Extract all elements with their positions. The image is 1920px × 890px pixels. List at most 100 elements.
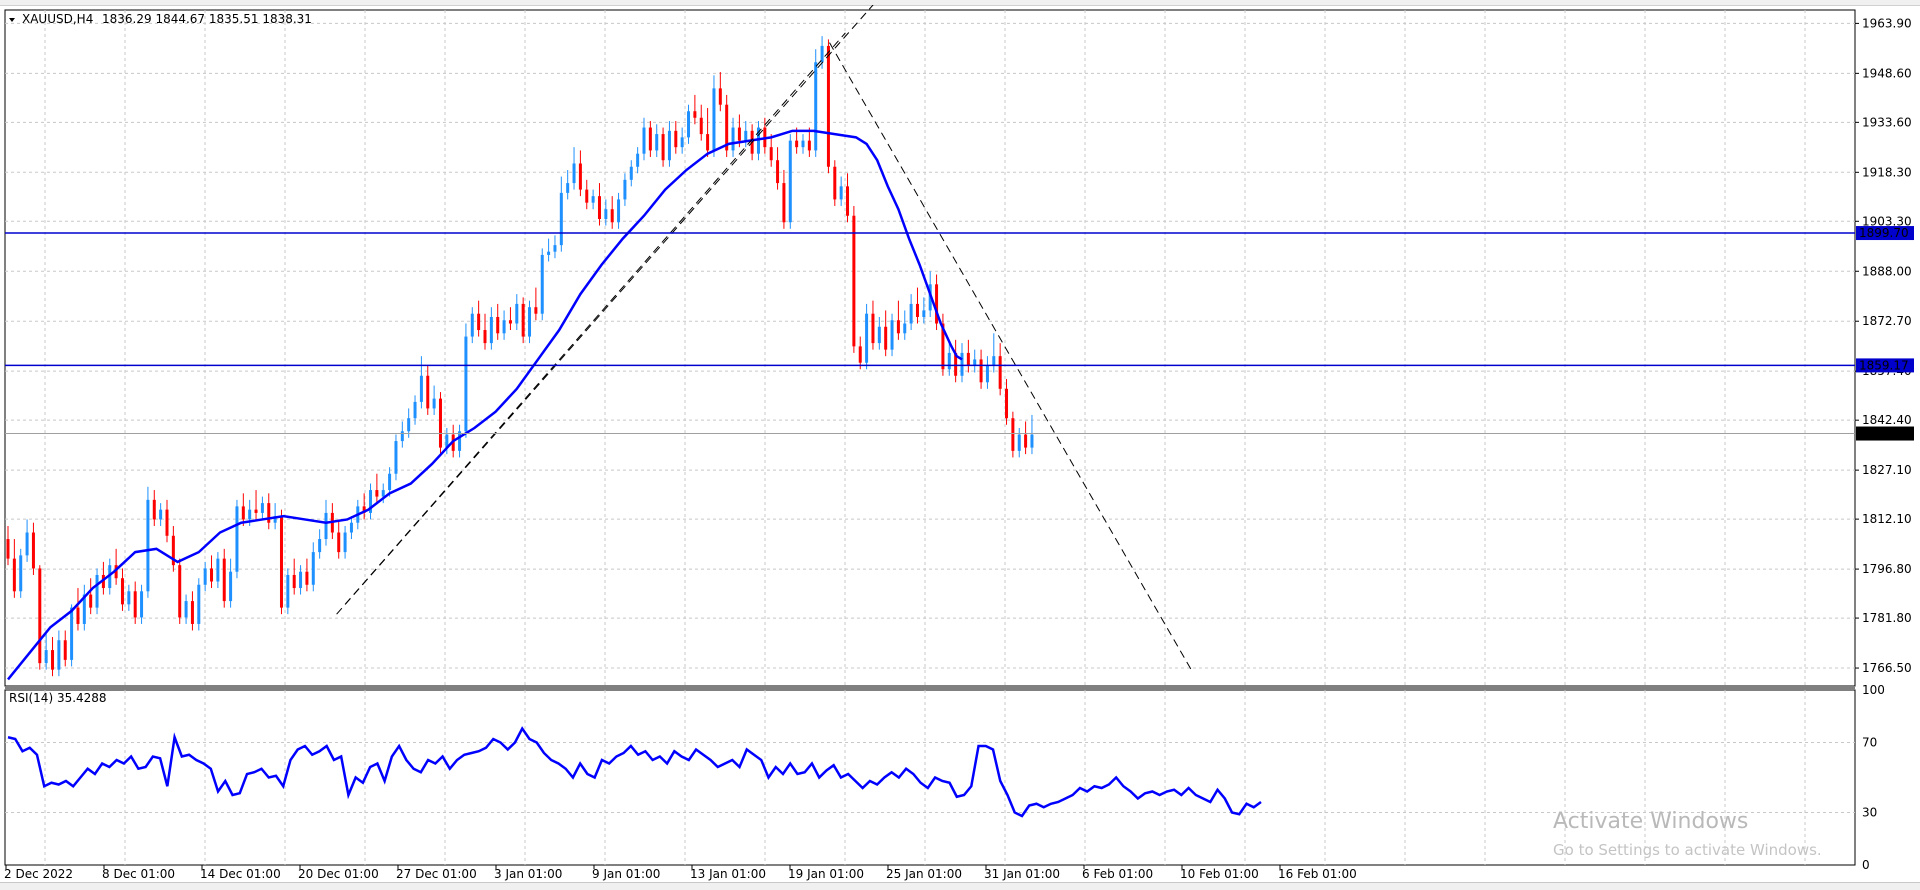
- candle-body: [299, 571, 303, 589]
- candle-body: [1005, 388, 1009, 419]
- candle-body: [489, 316, 493, 344]
- candle-body: [44, 650, 48, 664]
- price-chart[interactable]: 1963.90 1948.60 1933.60 1918.30 1903.30 1888.…: [0, 5, 1920, 882]
- candle-body: [203, 568, 207, 585]
- candle-body: [814, 62, 818, 151]
- candle-body: [782, 183, 786, 223]
- candle-body: [725, 104, 729, 151]
- candle-body: [559, 192, 563, 246]
- rsi-axis-label: 70: [1862, 736, 1877, 750]
- price-axis-label: 1963.90: [1862, 16, 1912, 30]
- candle-body: [438, 398, 442, 448]
- time-axis-label: 27 Dec 01:00: [396, 867, 477, 881]
- candle-body: [458, 431, 462, 451]
- chart-tabs-strip[interactable]: [0, 882, 1920, 890]
- candle-body: [502, 320, 506, 334]
- moving-average-line: [7, 129, 963, 681]
- candle-body: [349, 522, 353, 533]
- candle-body: [400, 431, 404, 442]
- candle-body: [706, 134, 710, 151]
- candle-body: [896, 320, 900, 334]
- price-axis-label: 1948.60: [1862, 66, 1912, 80]
- candle-body: [776, 160, 780, 184]
- candle-body: [801, 140, 805, 148]
- candle-body: [604, 209, 608, 220]
- candle-body: [534, 307, 538, 314]
- triangle-down-icon[interactable]: [9, 18, 15, 22]
- candle-body: [515, 303, 519, 324]
- level-price-tag: [1856, 358, 1914, 373]
- candle-body: [146, 499, 150, 592]
- candle-body: [1011, 418, 1015, 451]
- rsi-axis-label: 30: [1862, 806, 1877, 820]
- time-axis-label: 3 Jan 01:00: [494, 867, 562, 881]
- candle-body: [820, 45, 824, 63]
- candle-body: [140, 591, 144, 618]
- candle-body: [1024, 434, 1028, 448]
- candle-body: [57, 640, 61, 670]
- candle-body: [661, 134, 665, 161]
- candle-body: [114, 565, 118, 579]
- candle-body: [566, 183, 570, 193]
- price-axis-label: 1766.50: [1862, 661, 1912, 675]
- panel-separator[interactable]: [5, 686, 1855, 690]
- price-axis-label: 1918.30: [1862, 165, 1912, 179]
- candle-body: [547, 251, 551, 255]
- trendline[interactable]: [344, 32, 846, 605]
- candle-body: [133, 591, 137, 618]
- candle-body: [578, 163, 582, 190]
- rsi-axis-label: 0: [1862, 858, 1870, 872]
- candle-body: [63, 640, 67, 660]
- candle-body: [591, 196, 595, 203]
- candle-body: [597, 196, 601, 220]
- candle-body: [858, 346, 862, 363]
- candle-body: [915, 303, 919, 317]
- candle-body: [680, 137, 684, 148]
- trendline[interactable]: [829, 42, 1194, 674]
- candle-body: [960, 352, 964, 376]
- candle-body: [839, 186, 843, 200]
- candle-body: [51, 650, 55, 670]
- price-axis-label: 1812.10: [1862, 512, 1912, 526]
- candle-body: [31, 532, 35, 569]
- candle-body: [687, 111, 691, 138]
- candle-body: [846, 186, 850, 216]
- candle-body: [712, 88, 716, 151]
- candle-body: [381, 490, 385, 497]
- price-axis-label: 1888.00: [1862, 264, 1912, 278]
- candle-body: [324, 512, 328, 540]
- price-axis-label: 1827.10: [1862, 463, 1912, 477]
- time-axis-label: 8 Dec 01:00: [102, 867, 175, 881]
- candle-body: [496, 316, 500, 334]
- candle-body: [260, 503, 264, 513]
- candle-body: [483, 330, 487, 344]
- candle-body: [979, 359, 983, 383]
- candle-body: [553, 245, 557, 252]
- candle-body: [388, 473, 392, 491]
- candle-body: [108, 565, 112, 589]
- candle-body: [311, 552, 315, 585]
- time-axis-label: 6 Feb 01:00: [1082, 867, 1153, 881]
- activate-windows-title: Activate Windows: [1553, 809, 1748, 834]
- candle-body: [572, 163, 576, 184]
- time-axis-label: 10 Feb 01:00: [1180, 867, 1259, 881]
- candle-body: [369, 490, 373, 513]
- candle-body: [648, 127, 652, 151]
- candle-body: [935, 284, 939, 324]
- price-axis-label: 1842.40: [1862, 413, 1912, 427]
- candle-body: [120, 578, 124, 605]
- candle-body: [909, 303, 913, 324]
- candle-body: [216, 558, 220, 582]
- candle-body: [973, 359, 977, 366]
- price-axis-label: 1933.60: [1862, 115, 1912, 129]
- ohlc-readout: 1836.29 1844.67 1835.51 1838.31: [102, 12, 312, 26]
- time-axis-label: 13 Jan 01:00: [690, 867, 766, 881]
- window-top-strip: [0, 0, 1920, 6]
- candle-body: [890, 320, 894, 350]
- candle-body: [101, 574, 105, 589]
- time-axis-label: 25 Jan 01:00: [886, 867, 962, 881]
- time-axis-label: 19 Jan 01:00: [788, 867, 864, 881]
- candle-body: [731, 127, 735, 151]
- candle-body: [826, 45, 830, 167]
- candle-body: [127, 591, 131, 605]
